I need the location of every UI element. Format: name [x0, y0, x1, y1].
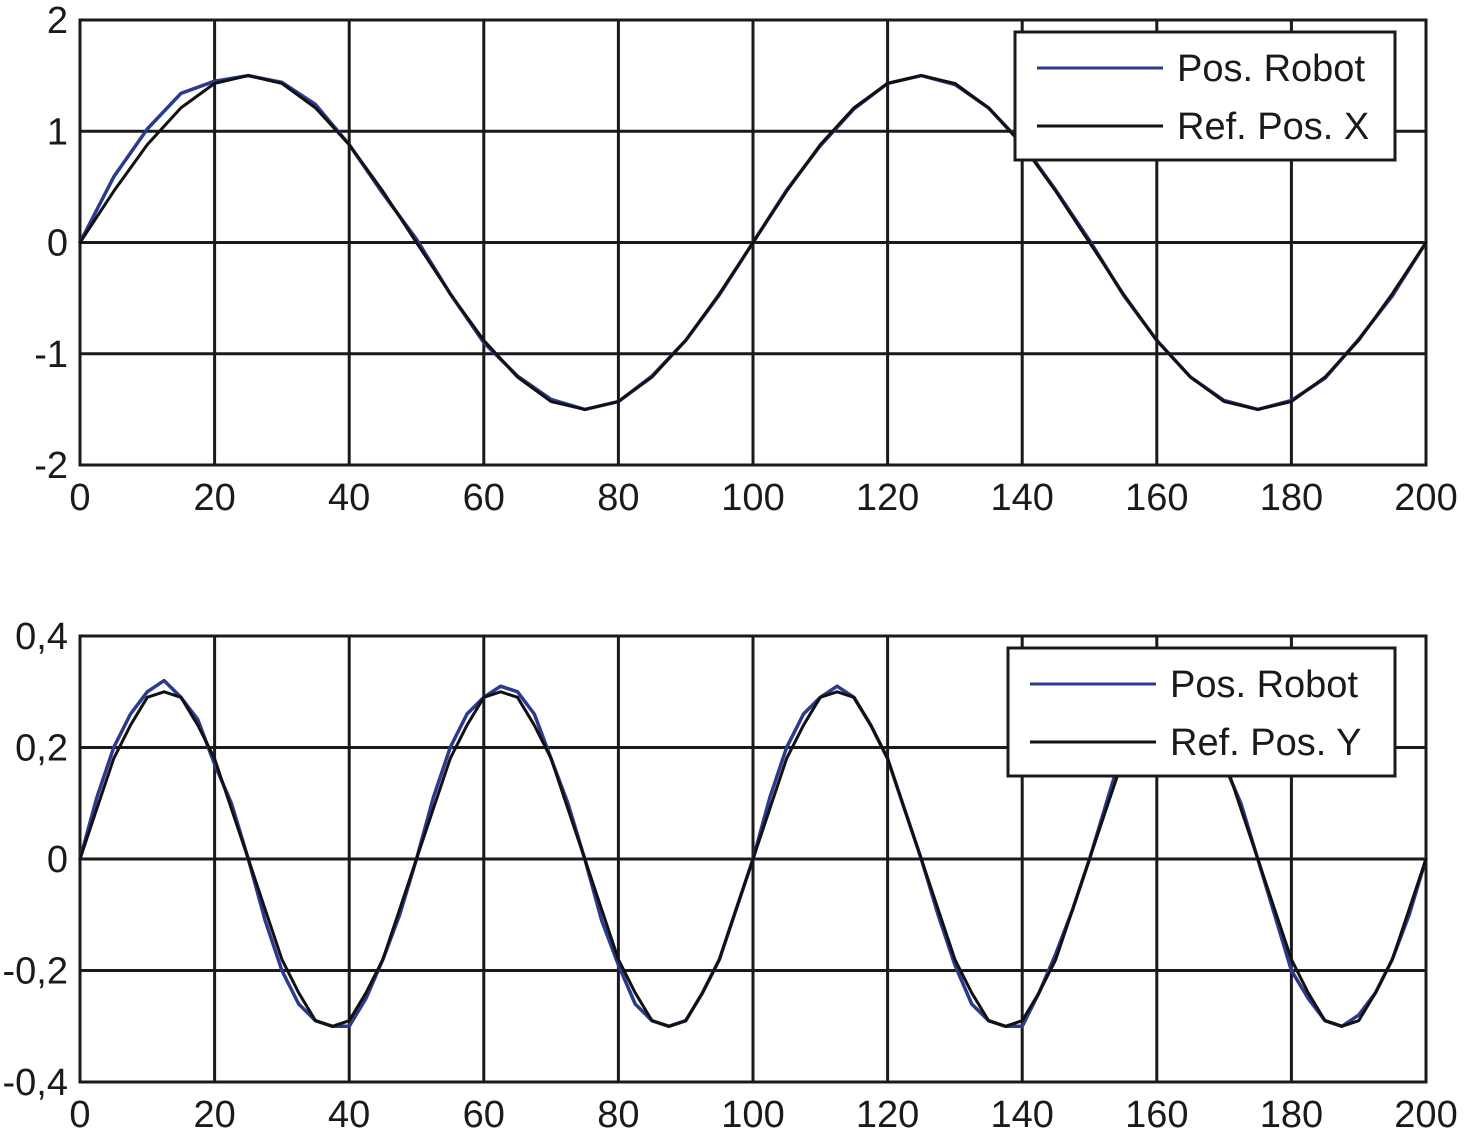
x-tick-label: 160 — [1125, 477, 1188, 519]
x-tick-label: 0 — [69, 477, 90, 519]
legend-label: Pos. Robot — [1177, 48, 1365, 90]
x-tick-label: 80 — [597, 477, 639, 519]
legend-box — [1006, 646, 1397, 778]
y-tick-label: 1 — [47, 111, 68, 153]
x-tick-label: 80 — [597, 1094, 639, 1136]
y-tick-label: 0,4 — [15, 616, 68, 658]
y-tick-label: -0,2 — [3, 951, 68, 993]
legend: Pos. Robot Ref. Pos. Y — [1006, 646, 1397, 778]
x-tick-label: 0 — [69, 1094, 90, 1136]
x-tick-label: 120 — [856, 477, 919, 519]
y-tick-label: 2 — [47, 0, 68, 42]
series-line-reference — [78, 74, 1428, 411]
legend-box — [1013, 30, 1397, 162]
chart-panel-1: 0 20 40 60 80 100 120 140 160 180 200 2 1 0 -1 -2 Pos. R… — [34, 0, 1458, 519]
y-tick-label: -1 — [34, 334, 68, 376]
legend: Pos. Robot Ref. Pos. X — [1013, 30, 1397, 162]
x-tick-label: 140 — [990, 477, 1053, 519]
y-tick-label: -0,4 — [3, 1062, 68, 1104]
x-tick-label: 180 — [1260, 1094, 1323, 1136]
y-tick-label: 0 — [47, 223, 68, 265]
x-tick-label: 20 — [193, 1094, 235, 1136]
x-tick-label: 180 — [1260, 477, 1323, 519]
y-tick-label: -2 — [34, 445, 68, 487]
legend-label: Ref. Pos. X — [1177, 106, 1369, 148]
x-tick-label: 160 — [1125, 1094, 1188, 1136]
x-tick-label: 120 — [856, 1094, 919, 1136]
x-tick-label: 200 — [1394, 1094, 1457, 1136]
x-tick-label: 40 — [328, 1094, 370, 1136]
x-tick-label: 60 — [463, 1094, 505, 1136]
x-tick-label: 140 — [990, 1094, 1053, 1136]
x-tick-label: 20 — [193, 477, 235, 519]
x-tick-label: 100 — [721, 477, 784, 519]
chart-panel-2: 0 20 40 60 80 100 120 140 160 180 200 0,4 0,2 0 -0,2 -0… — [3, 616, 1458, 1136]
y-tick-label: 0 — [47, 839, 68, 881]
x-tick-label: 200 — [1394, 477, 1457, 519]
x-tick-label: 40 — [328, 477, 370, 519]
y-tick-label: 0,2 — [15, 728, 68, 770]
legend-label: Pos. Robot — [1170, 664, 1358, 706]
x-tick-label: 60 — [463, 477, 505, 519]
x-tick-label: 100 — [721, 1094, 784, 1136]
legend-label: Ref. Pos. Y — [1170, 722, 1362, 764]
